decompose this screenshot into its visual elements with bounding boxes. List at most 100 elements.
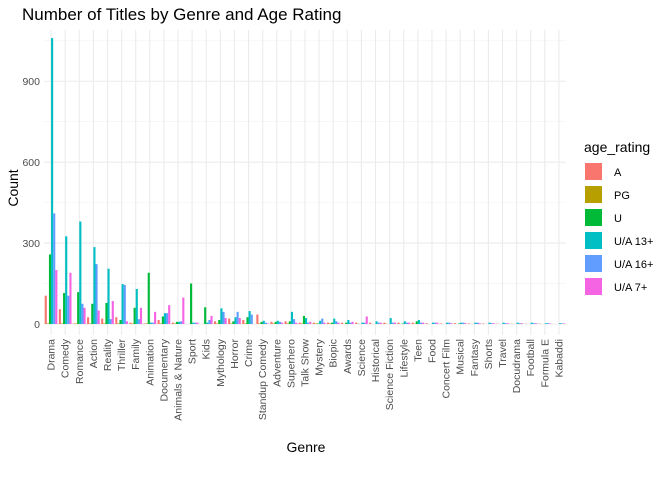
bar-ua16: [151, 322, 155, 324]
legend-key: [585, 186, 602, 203]
x-tick-label: Talk Show: [300, 339, 312, 387]
bar-ua16: [405, 322, 408, 324]
bar-ua13: [234, 317, 237, 324]
legend-title: age_rating: [584, 139, 650, 155]
bar-ua16: [222, 311, 225, 324]
bar-ua7: [224, 318, 227, 324]
bar-a: [453, 323, 456, 324]
x-tick-label: Standup Comedy: [257, 338, 269, 420]
bar-ua13: [107, 268, 110, 324]
x-tick-label: Comedy: [60, 338, 72, 378]
bar-pg: [300, 323, 303, 324]
x-tick-label: Sport: [187, 339, 199, 364]
x-tick-label: Mythology: [215, 338, 227, 387]
bar-a: [101, 318, 104, 324]
bar-ua13: [276, 320, 279, 324]
legend-key: [585, 255, 602, 272]
x-tick-label: Kids: [201, 339, 213, 359]
x-tick-label: Adventure: [271, 339, 283, 387]
x-tick-label: Mystery: [314, 338, 326, 376]
bar-ua16: [462, 322, 465, 324]
x-tick-label: Historical: [370, 339, 382, 382]
bar-ua7: [407, 322, 411, 324]
bar-u: [204, 307, 207, 324]
bar-pg: [145, 323, 148, 324]
bar-ua16: [109, 319, 112, 324]
bar-ua13: [544, 323, 547, 324]
x-tick-label: Animation: [144, 339, 156, 386]
y-tick-label: 0: [34, 319, 40, 331]
bar-a: [411, 322, 414, 324]
chart-title: Number of Titles by Genre and Age Rating: [22, 5, 341, 24]
bar-ua16: [532, 323, 535, 324]
bar-ua16: [377, 322, 380, 324]
bar-ua16: [123, 284, 126, 324]
legend-label: PG: [614, 190, 630, 202]
bar-ua13: [290, 311, 294, 324]
bar-u: [331, 322, 334, 324]
bar-ua16: [250, 314, 253, 324]
bar-ua16: [81, 303, 84, 324]
bar-u: [77, 292, 80, 324]
bar-pg: [131, 323, 134, 324]
bar-a: [312, 322, 315, 324]
bar-ua13: [163, 313, 167, 324]
bar-ua16: [419, 322, 423, 324]
bar-ua7: [125, 321, 128, 324]
legend-label: A: [614, 167, 622, 179]
bar-ua13: [361, 322, 364, 324]
bar-ua16: [194, 322, 197, 324]
bar-pg: [244, 323, 247, 324]
legend-key: [585, 232, 602, 249]
bar-ua7: [379, 322, 382, 324]
bar-ua16: [518, 323, 521, 324]
bar-ua13: [558, 323, 562, 324]
x-tick-label: Shorts: [483, 339, 495, 369]
bar-ua7: [182, 297, 185, 324]
bar-ua13: [262, 320, 265, 324]
bar-a: [44, 295, 47, 324]
x-tick-label: Science: [356, 339, 368, 377]
bar-u: [260, 321, 263, 324]
bar-pg: [258, 323, 261, 324]
x-tick-label: Documentary: [158, 338, 170, 401]
bar-ua16: [448, 322, 451, 324]
legend-label: U/A 13+: [614, 236, 653, 248]
bar-a: [270, 321, 273, 324]
bar-ua16: [546, 323, 550, 324]
bar-ua13: [206, 322, 209, 324]
bar-ua16: [335, 321, 338, 324]
bar-a: [157, 319, 160, 324]
bar-ua13: [93, 247, 96, 324]
bar-ua13: [375, 321, 378, 324]
y-tick-label: 300: [22, 238, 40, 250]
bar-ua16: [166, 313, 169, 324]
bar-ua7: [323, 322, 326, 324]
bar-u: [91, 303, 94, 324]
bar-ua7: [55, 270, 58, 324]
bar-ua16: [53, 213, 56, 324]
bar-pg: [328, 323, 332, 324]
bar-a: [87, 317, 90, 324]
bar-u: [218, 319, 221, 324]
y-axis-title: Count: [5, 169, 21, 206]
x-tick-label: Teen: [412, 339, 424, 362]
bar-pg: [230, 323, 233, 324]
bar-ua13: [305, 318, 308, 324]
bar-ua16: [180, 321, 183, 324]
bar-u: [274, 321, 277, 324]
legend-key: [585, 209, 602, 226]
bar-ua7: [97, 310, 100, 324]
bar-ua7: [111, 301, 114, 324]
bar-ua16: [391, 322, 394, 324]
bar-ua7: [154, 311, 157, 324]
bar-u: [119, 319, 122, 324]
bar-ua16: [504, 323, 507, 324]
bar-u: [48, 254, 52, 324]
bar-u: [190, 283, 193, 324]
legend-label: U: [614, 213, 622, 225]
bar-ua7: [266, 323, 270, 324]
legend: age_rating A PG U U/A 13+ U/A 16+ U/A 7+: [584, 139, 653, 295]
bar-ua7: [520, 323, 523, 324]
